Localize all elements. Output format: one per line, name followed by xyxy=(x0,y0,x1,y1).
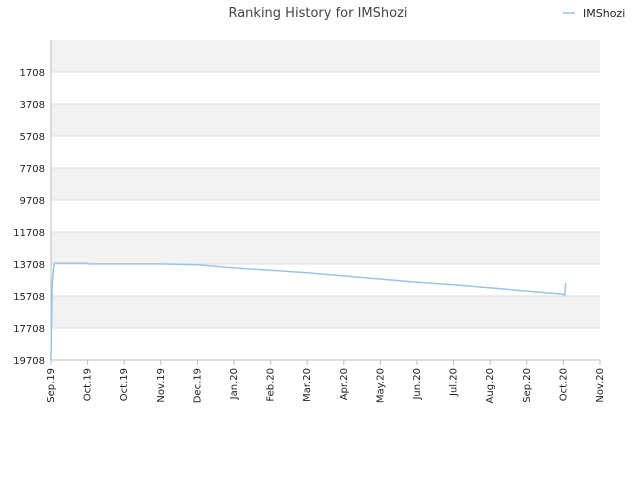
y-tick-label: 19708 xyxy=(13,356,45,367)
x-tick-label: May.20 xyxy=(375,368,386,403)
x-tick-label: Nov.20 xyxy=(595,368,606,403)
grid-band xyxy=(51,104,600,136)
y-tick-label: 17708 xyxy=(13,324,45,335)
y-tick-label: 5708 xyxy=(20,132,45,143)
x-tick-label: Sep.19 xyxy=(46,368,57,403)
x-axis: Sep.19 Oct.19 Oct.19 Nov.19 Dec.19 Jan.20 Feb.… xyxy=(46,359,606,403)
x-tick-label: Jul.20 xyxy=(449,368,460,397)
y-tick-label: 9708 xyxy=(20,196,45,207)
x-tick-label: Mar.20 xyxy=(302,368,313,402)
x-tick-label: Aug.20 xyxy=(485,368,496,403)
y-tick-label: 1708 xyxy=(20,68,45,79)
x-tick-label: Dec.19 xyxy=(192,368,203,403)
y-axis: 1708 3708 5708 7708 9708 11708 13708 15708 17708… xyxy=(13,40,52,367)
y-tick-label: 13708 xyxy=(13,260,45,271)
x-tick-label: Apr.20 xyxy=(339,368,350,400)
grid-band xyxy=(51,232,600,264)
y-tick-label: 3708 xyxy=(20,100,45,111)
grid-band xyxy=(51,40,600,72)
plot-area xyxy=(51,40,600,361)
x-tick-label: Sep.20 xyxy=(522,368,533,403)
y-tick-label: 7708 xyxy=(20,164,45,175)
x-tick-label: Feb.20 xyxy=(266,368,277,402)
y-tick-label: 15708 xyxy=(13,292,45,303)
y-tick-label: 11708 xyxy=(13,228,45,239)
chart-title: Ranking History for IMShozi xyxy=(228,6,407,21)
series-layer xyxy=(50,262,567,361)
legend-label: IMShozi xyxy=(583,7,625,20)
series-line-imshozi xyxy=(50,262,567,361)
x-tick-label: Oct.19 xyxy=(83,368,94,401)
grid-band xyxy=(51,296,600,328)
grid-band xyxy=(51,168,600,200)
x-tick-label: Oct.19 xyxy=(119,368,130,401)
x-tick-label: Jun.20 xyxy=(412,368,423,401)
legend: IMShozi xyxy=(563,7,625,20)
x-tick-label: Oct.20 xyxy=(558,368,569,401)
x-tick-label: Jan.20 xyxy=(229,368,240,400)
x-tick-label: Nov.19 xyxy=(156,368,167,403)
